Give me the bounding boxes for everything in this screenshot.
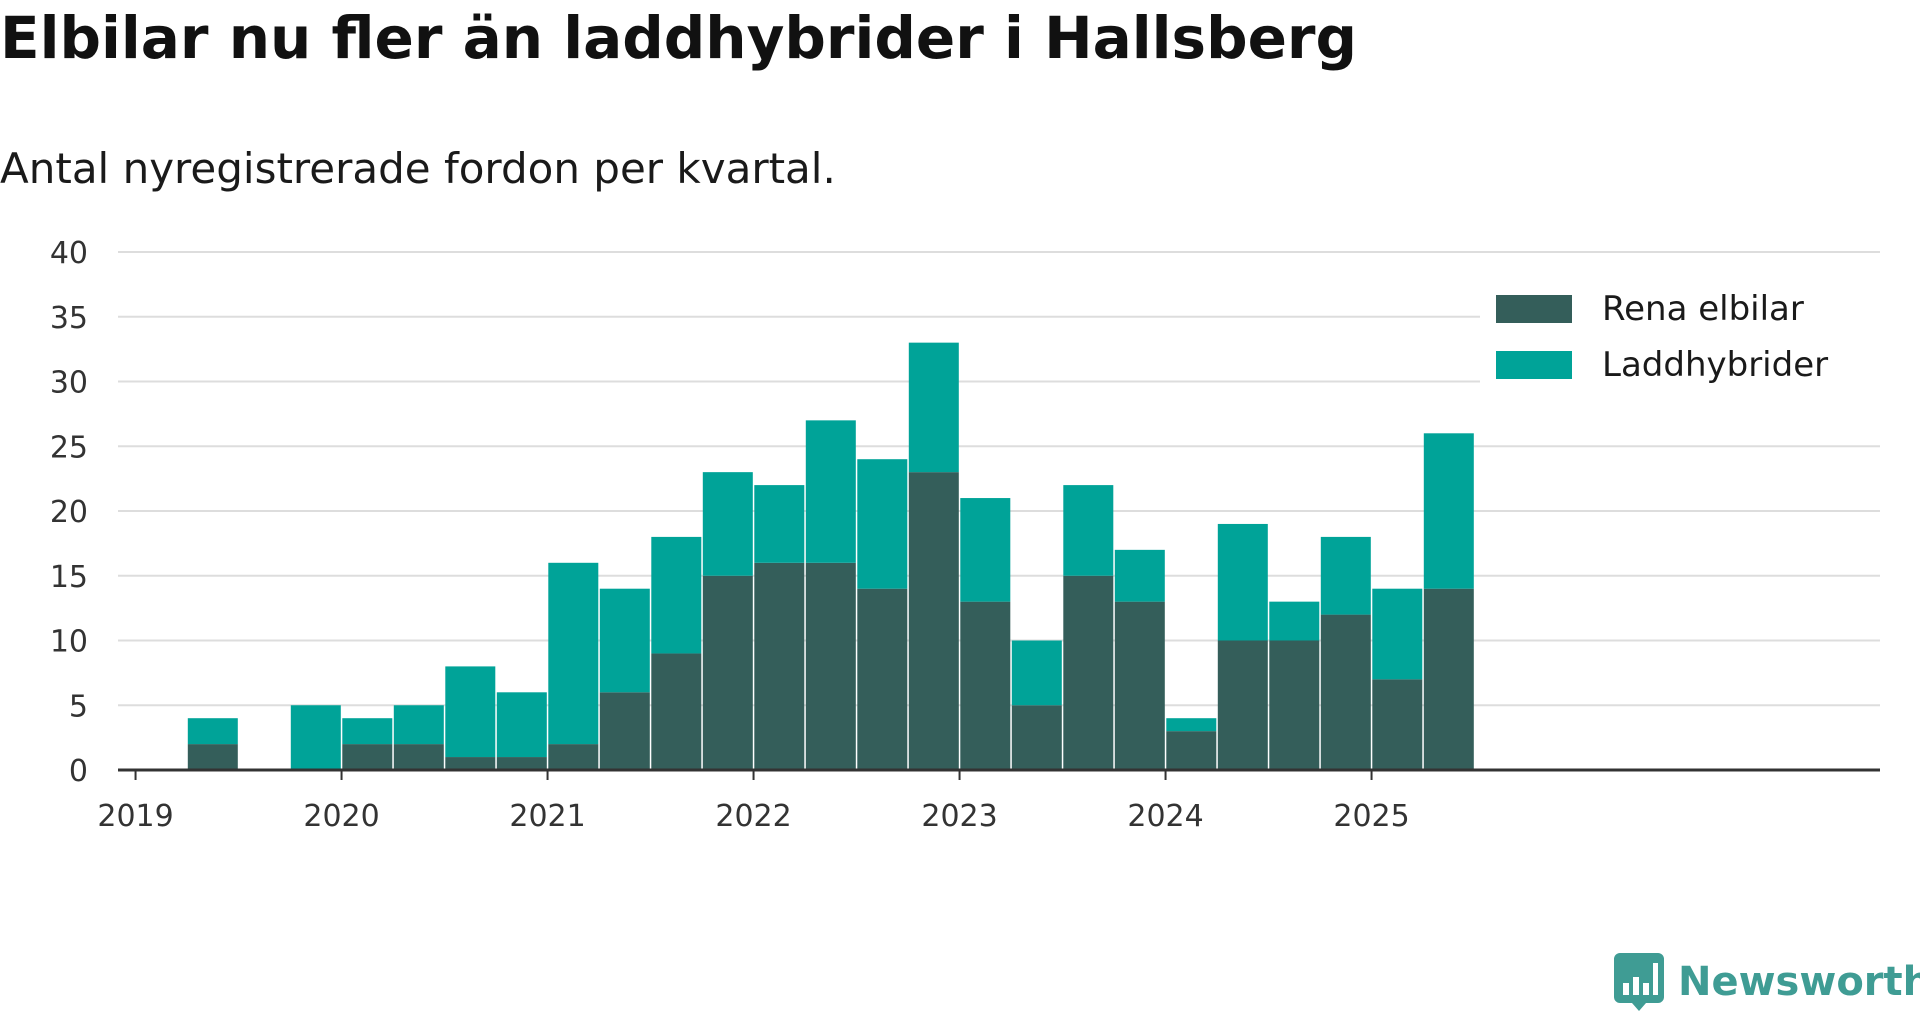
x-tick-label: 2019: [97, 799, 173, 834]
x-tick-label: 2022: [715, 799, 791, 834]
newsworthy-brand: Newsworthy: [1614, 952, 1920, 1012]
x-axis-tick-labels: 2019 2020 2021 2022 2023 2024 2025: [97, 799, 1409, 834]
bar-laddhybrider-15: [857, 459, 908, 589]
x-tick-label: 2021: [509, 799, 585, 834]
y-tick-label: 0: [69, 754, 88, 789]
bar-rena-elbilar-2: [187, 744, 238, 770]
bar-rena-elbilar-22: [1217, 640, 1268, 770]
legend-swatch: [1496, 351, 1572, 379]
y-tick-label: 10: [50, 625, 88, 660]
bar-laddhybrider-13: [754, 485, 805, 563]
bar-rena-elbilar-11: [651, 653, 702, 770]
y-tick-label: 30: [50, 366, 88, 401]
bar-laddhybrider-12: [702, 472, 753, 576]
bar-rena-elbilar-25: [1372, 679, 1423, 770]
bar-rena-elbilar-7: [445, 757, 496, 770]
legend-swatch: [1496, 295, 1572, 323]
legend: Rena elbilar Laddhybrider: [1480, 272, 1892, 392]
bar-laddhybrider-24: [1320, 536, 1371, 615]
x-tick-label: 2024: [1127, 799, 1203, 834]
bar-laddhybrider-26: [1423, 433, 1474, 589]
bar-laddhybrider-19: [1063, 485, 1114, 576]
x-tick-label: 2020: [303, 799, 379, 834]
bar-rena-elbilar-26: [1423, 588, 1474, 770]
bar-laddhybrider-22: [1217, 523, 1268, 641]
bar-rena-elbilar-17: [960, 601, 1011, 770]
bar-rena-elbilar-18: [1011, 705, 1062, 770]
chart-title: Elbilar nu fler än laddhybrider i Hallsb…: [0, 4, 1358, 72]
bar-laddhybrider-9: [548, 562, 599, 745]
y-tick-label: 20: [50, 495, 88, 530]
bar-rena-elbilar-9: [548, 744, 599, 770]
bar-laddhybrider-11: [651, 536, 702, 654]
y-tick-label: 5: [69, 689, 88, 724]
x-axis: [118, 768, 1880, 780]
bar-rena-elbilar-5: [342, 744, 393, 770]
bar-laddhybrider-17: [960, 498, 1011, 602]
bar-laddhybrider-20: [1114, 549, 1165, 602]
bar-laddhybrider-25: [1372, 588, 1423, 680]
bar-rena-elbilar-14: [805, 562, 856, 770]
bar-laddhybrider-21: [1166, 718, 1217, 732]
bar-rena-elbilar-20: [1114, 601, 1165, 770]
bar-laddhybrider-16: [908, 342, 959, 473]
bar-laddhybrider-14: [805, 420, 856, 563]
chart-subtitle: Antal nyregistrerade fordon per kvartal.: [0, 144, 836, 193]
bar-laddhybrider-5: [342, 718, 393, 745]
bar-rena-elbilar-24: [1320, 614, 1371, 770]
bar-rena-elbilar-6: [393, 744, 444, 770]
bar-rena-elbilar-13: [754, 562, 805, 770]
newsworthy-logo-icon: [1614, 953, 1664, 1011]
y-tick-label: 25: [50, 430, 88, 465]
x-tick-label: 2023: [921, 799, 997, 834]
legend-label: Rena elbilar: [1602, 289, 1804, 329]
bar-rena-elbilar-10: [599, 692, 650, 770]
legend-label: Laddhybrider: [1602, 345, 1828, 385]
bar-laddhybrider-23: [1269, 601, 1320, 641]
x-tick-label: 2025: [1333, 799, 1409, 834]
y-axis-tick-labels: 0 5 10 15 20 25 30 35 40: [50, 236, 88, 789]
bar-laddhybrider-10: [599, 588, 650, 693]
bar-rena-elbilar-12: [702, 575, 753, 770]
bar-laddhybrider-18: [1011, 640, 1062, 706]
bar-laddhybrider-6: [393, 705, 444, 745]
bar-rena-elbilar-19: [1063, 575, 1114, 770]
bar-rena-elbilar-15: [857, 588, 908, 770]
bar-laddhybrider-8: [496, 692, 547, 758]
bar-laddhybrider-7: [445, 666, 496, 758]
y-tick-label: 15: [50, 560, 88, 595]
bar-laddhybrider-2: [187, 718, 238, 745]
bar-rena-elbilar-23: [1269, 640, 1320, 770]
bar-rena-elbilar-8: [496, 757, 547, 770]
bar-laddhybrider-4: [290, 705, 341, 770]
y-tick-label: 35: [50, 301, 88, 336]
brand-name: Newsworthy: [1678, 959, 1920, 1005]
y-tick-label: 40: [50, 236, 88, 271]
bars: [187, 342, 1474, 770]
bar-rena-elbilar-21: [1166, 731, 1217, 770]
bar-rena-elbilar-16: [908, 472, 959, 770]
